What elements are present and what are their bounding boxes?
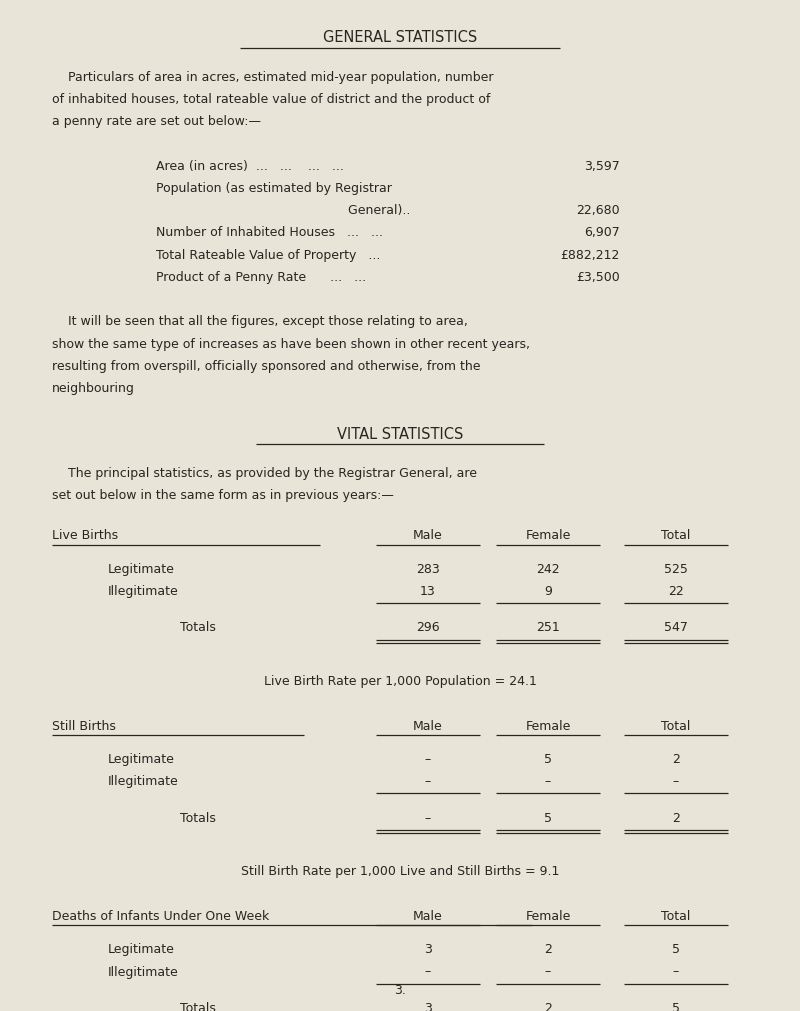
Text: Still Births: Still Births — [52, 720, 116, 733]
Text: –: – — [425, 812, 431, 825]
Text: 22: 22 — [668, 585, 684, 598]
Text: set out below in the same form as in previous years:—: set out below in the same form as in pre… — [52, 489, 394, 502]
Text: Total: Total — [662, 720, 690, 733]
Text: 5: 5 — [544, 812, 552, 825]
Text: Particulars of area in acres, estimated mid-year population, number: Particulars of area in acres, estimated … — [52, 71, 494, 84]
Text: Number of Inhabited Houses   ...   ...: Number of Inhabited Houses ... ... — [156, 226, 383, 240]
Text: Male: Male — [413, 720, 443, 733]
Text: 5: 5 — [672, 1002, 680, 1011]
Text: Legitimate: Legitimate — [108, 943, 175, 956]
Text: £882,212: £882,212 — [561, 249, 620, 262]
Text: Totals: Totals — [180, 622, 216, 634]
Text: 283: 283 — [416, 563, 440, 575]
Text: Legitimate: Legitimate — [108, 753, 175, 766]
Text: –: – — [673, 966, 679, 979]
Text: of inhabited houses, total rateable value of district and the product of: of inhabited houses, total rateable valu… — [52, 93, 490, 106]
Text: It will be seen that all the figures, except those relating to area,: It will be seen that all the figures, ex… — [52, 315, 468, 329]
Text: –: – — [425, 753, 431, 766]
Text: Total Rateable Value of Property   ...: Total Rateable Value of Property ... — [156, 249, 380, 262]
Text: –: – — [673, 775, 679, 789]
Text: The principal statistics, as provided by the Registrar General, are: The principal statistics, as provided by… — [52, 467, 477, 480]
Text: Male: Male — [413, 530, 443, 542]
Text: 2: 2 — [672, 812, 680, 825]
Text: 5: 5 — [672, 943, 680, 956]
Text: show the same type of increases as have been shown in other recent years,: show the same type of increases as have … — [52, 338, 530, 351]
Text: –: – — [425, 966, 431, 979]
Text: resulting from overspill, officially sponsored and otherwise, from the: resulting from overspill, officially spo… — [52, 360, 481, 373]
Text: Legitimate: Legitimate — [108, 563, 175, 575]
Text: Population (as estimated by Registrar: Population (as estimated by Registrar — [156, 182, 392, 195]
Text: Illegitimate: Illegitimate — [108, 966, 178, 979]
Text: Illegitimate: Illegitimate — [108, 585, 178, 598]
Text: 5: 5 — [544, 753, 552, 766]
Text: 547: 547 — [664, 622, 688, 634]
Text: 242: 242 — [536, 563, 560, 575]
Text: 296: 296 — [416, 622, 440, 634]
Text: Female: Female — [526, 720, 570, 733]
Text: Female: Female — [526, 530, 570, 542]
Text: a penny rate are set out below:—: a penny rate are set out below:— — [52, 115, 261, 128]
Text: Totals: Totals — [180, 812, 216, 825]
Text: 251: 251 — [536, 622, 560, 634]
Text: 2: 2 — [544, 1002, 552, 1011]
Text: 2: 2 — [672, 753, 680, 766]
Text: Still Birth Rate per 1,000 Live and Still Births = 9.1: Still Birth Rate per 1,000 Live and Stil… — [241, 865, 559, 879]
Text: 22,680: 22,680 — [576, 204, 620, 217]
Text: –: – — [545, 775, 551, 789]
Text: –: – — [425, 775, 431, 789]
Text: GENERAL STATISTICS: GENERAL STATISTICS — [323, 30, 477, 45]
Text: Illegitimate: Illegitimate — [108, 775, 178, 789]
Text: VITAL STATISTICS: VITAL STATISTICS — [337, 427, 463, 442]
Text: Total: Total — [662, 530, 690, 542]
Text: 525: 525 — [664, 563, 688, 575]
Text: Live Births: Live Births — [52, 530, 118, 542]
Text: 9: 9 — [544, 585, 552, 598]
Text: Totals: Totals — [180, 1002, 216, 1011]
Text: 2: 2 — [544, 943, 552, 956]
Text: 3.: 3. — [394, 984, 406, 997]
Text: £3,500: £3,500 — [576, 271, 620, 284]
Text: Male: Male — [413, 910, 443, 923]
Text: neighbouring: neighbouring — [52, 382, 135, 395]
Text: Female: Female — [526, 910, 570, 923]
Text: Product of a Penny Rate      ...   ...: Product of a Penny Rate ... ... — [156, 271, 366, 284]
Text: 3: 3 — [424, 943, 432, 956]
Text: Deaths of Infants Under One Week: Deaths of Infants Under One Week — [52, 910, 270, 923]
Text: Live Birth Rate per 1,000 Population = 24.1: Live Birth Rate per 1,000 Population = 2… — [263, 675, 537, 688]
Text: 13: 13 — [420, 585, 436, 598]
Text: General)..: General).. — [268, 204, 410, 217]
Text: Total: Total — [662, 910, 690, 923]
Text: 6,907: 6,907 — [584, 226, 620, 240]
Text: 3: 3 — [424, 1002, 432, 1011]
Text: 3,597: 3,597 — [584, 160, 620, 173]
Text: Area (in acres)  ...   ...    ...   ...: Area (in acres) ... ... ... ... — [156, 160, 344, 173]
Text: –: – — [545, 966, 551, 979]
